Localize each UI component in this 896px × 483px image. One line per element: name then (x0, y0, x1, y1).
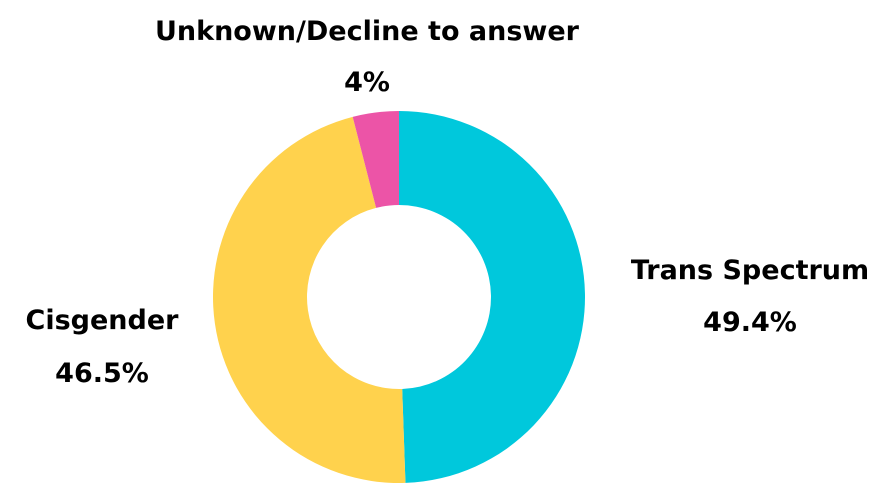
value-cisgender: 46.5% (55, 358, 149, 389)
label-cisgender: Cisgender (26, 305, 180, 336)
value-unknown: 4% (344, 67, 390, 98)
slice-trans-spectrum (399, 111, 586, 483)
slice-unknown-decline-to-answer (352, 111, 399, 208)
label-unknown: Unknown/Decline to answer (155, 16, 580, 47)
donut-slices (213, 111, 586, 483)
label-trans-spectrum: Trans Spectrum (631, 255, 869, 286)
value-trans-spectrum: 49.4% (703, 307, 797, 338)
slice-cisgender (213, 116, 406, 483)
